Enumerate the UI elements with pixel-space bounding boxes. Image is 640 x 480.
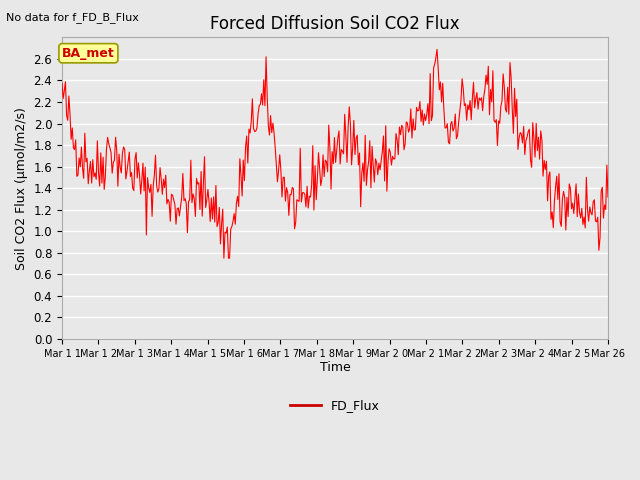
Title: Forced Diffusion Soil CO2 Flux: Forced Diffusion Soil CO2 Flux	[210, 15, 460, 33]
Text: No data for f_FD_B_Flux: No data for f_FD_B_Flux	[6, 12, 140, 23]
Text: BA_met: BA_met	[62, 47, 115, 60]
X-axis label: Time: Time	[319, 361, 350, 374]
Legend: FD_Flux: FD_Flux	[285, 394, 385, 417]
Y-axis label: Soil CO2 Flux (μmol/m2/s): Soil CO2 Flux (μmol/m2/s)	[15, 107, 28, 270]
